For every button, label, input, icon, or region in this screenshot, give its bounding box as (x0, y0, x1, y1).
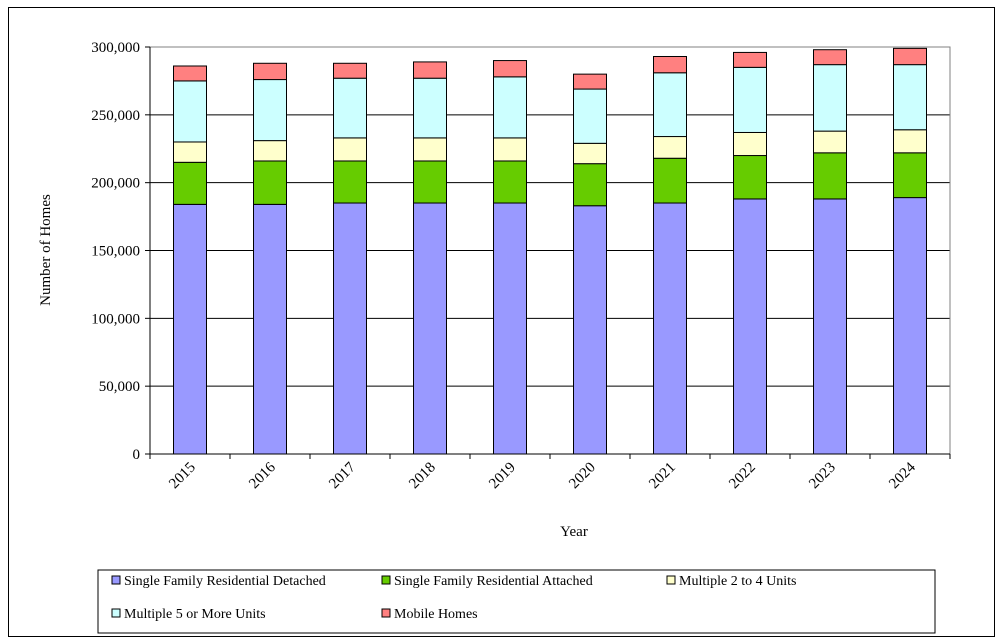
bar-segment (413, 77, 447, 139)
bar-segment (653, 72, 687, 138)
legend-entry: Single Family Residential Detached (124, 574, 326, 589)
legend-swatch (111, 608, 121, 618)
bar-segment (333, 77, 367, 139)
x-tick-label: 2024 (886, 459, 919, 492)
x-tick-label: 2017 (326, 459, 359, 492)
x-tick-label: 2022 (726, 460, 759, 493)
bar-segment (493, 60, 527, 78)
bar-segment (413, 137, 447, 162)
bar-segment (813, 130, 847, 154)
y-tick-label: 100,000 (91, 311, 140, 327)
bar-segment (493, 76, 527, 139)
y-tick-label: 50,000 (99, 379, 140, 395)
bar-segment (733, 66, 767, 133)
bar-segment (573, 205, 607, 455)
x-tick-labels: 2015 2016 2017 2018 2019 2020 2021 2022 2023 2024 (166, 459, 919, 492)
bar-segment (813, 152, 847, 200)
bar-segment (173, 65, 207, 82)
legend-box (97, 569, 936, 634)
bar-segment (333, 137, 367, 162)
bar-segment (413, 160, 447, 204)
y-tick-label: 150,000 (91, 244, 140, 260)
bar-segment (253, 160, 287, 205)
bar-segment (253, 79, 287, 142)
bar-segment (253, 62, 287, 81)
legend-swatch (666, 575, 676, 585)
bar-segment (813, 198, 847, 455)
bar-segment (493, 202, 527, 455)
bars (173, 47, 927, 455)
x-tick-label: 2018 (406, 460, 439, 493)
bar-segment (333, 160, 367, 204)
bar-segment (893, 64, 927, 131)
axes (145, 46, 951, 459)
x-tick-label: 2019 (486, 460, 519, 493)
bar-segment (813, 64, 847, 132)
bar-segment (413, 61, 447, 79)
y-tick-label: 300,000 (91, 40, 140, 56)
legend-swatch (111, 575, 121, 585)
y-tick-label: 0 (133, 447, 141, 463)
bar-segment (573, 88, 607, 144)
bar-segment (653, 202, 687, 455)
x-tick-label: 2020 (566, 460, 599, 493)
bar-segment (573, 163, 607, 207)
bar-segment (653, 157, 687, 204)
bar-segment (733, 155, 767, 200)
bar-segment (333, 62, 367, 79)
bar-segment (893, 197, 927, 455)
bar-segment (893, 152, 927, 199)
bar-segment (653, 136, 687, 159)
y-tick-labels: 0 50,000 100,000 150,000 200,000 250,000 300,0… (91, 40, 140, 463)
bar-segment (173, 161, 207, 205)
bar-segment (813, 49, 847, 66)
legend-entry: Single Family Residential Attached (394, 574, 593, 589)
legend-entry: Multiple 5 or More Units (124, 607, 266, 622)
x-tick-label: 2023 (806, 460, 839, 493)
bar-segment (733, 198, 767, 455)
y-tick-label: 250,000 (91, 108, 140, 124)
bar-segment (253, 140, 287, 162)
bar-segment (733, 131, 767, 157)
bar-segment (253, 203, 287, 455)
bar-segment (173, 203, 207, 455)
legend-entry: Mobile Homes (394, 607, 478, 622)
bar-segment (333, 202, 367, 455)
bar-segment (493, 137, 527, 162)
bar-segment (893, 129, 927, 154)
legend-swatch (381, 575, 391, 585)
legend: Single Family Residential Detached Single… (97, 569, 936, 634)
x-tick-label: 2016 (246, 459, 279, 492)
x-axis-title: Year (560, 524, 588, 540)
bar-segment (893, 47, 927, 66)
bar-segment (573, 73, 607, 90)
bar-segment (413, 202, 447, 455)
bar-segment (493, 160, 527, 204)
bar-segment (733, 51, 767, 68)
y-axis-title: Number of Homes (38, 194, 54, 306)
bar-segment (173, 80, 207, 143)
bar-segment (173, 141, 207, 163)
y-tick-label: 200,000 (91, 176, 140, 192)
x-tick-label: 2021 (646, 460, 679, 493)
bar-segment (573, 142, 607, 165)
legend-entry: Multiple 2 to 4 Units (679, 574, 796, 589)
bar-segment (653, 55, 687, 74)
legend-swatch (381, 608, 391, 618)
x-tick-label: 2015 (166, 460, 199, 493)
